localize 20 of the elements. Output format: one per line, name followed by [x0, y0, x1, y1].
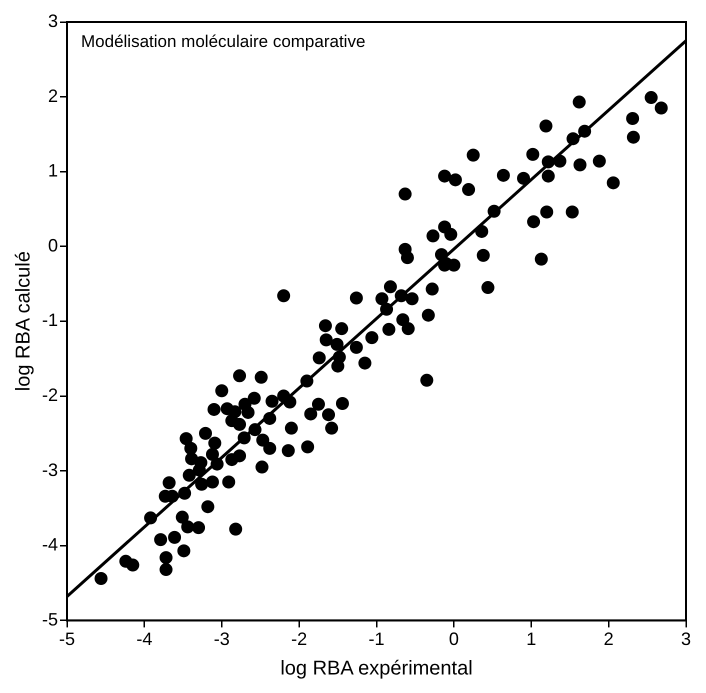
y-tick-label: -2	[42, 384, 58, 405]
x-tick-label: 3	[680, 629, 692, 650]
x-tick-label: 2	[604, 629, 614, 650]
x-tick-label: -1	[368, 629, 385, 650]
y-tick-label: 2	[48, 86, 58, 106]
y-tick-label: 1	[48, 160, 58, 181]
x-tick-label: -3	[214, 629, 230, 650]
y-tick-label: -5	[42, 609, 58, 630]
y-tick-label: -4	[42, 534, 58, 555]
x-tick-label: -2	[291, 629, 308, 650]
x-tick-label: 1	[526, 629, 536, 650]
text: Modélisation moléculaire comparative	[81, 32, 366, 52]
y-tick-label: 3	[48, 10, 58, 31]
x-tick-label: 0	[448, 629, 459, 650]
y-tick-label: -1	[42, 310, 58, 330]
y-tick-label: 0	[48, 235, 58, 256]
x-axis-title: log RBA expérimental	[280, 658, 473, 680]
y-tick-label: -3	[42, 460, 58, 480]
x-tick-label: -4	[136, 629, 152, 650]
y-axis-title: log RBA calculé	[12, 251, 35, 392]
